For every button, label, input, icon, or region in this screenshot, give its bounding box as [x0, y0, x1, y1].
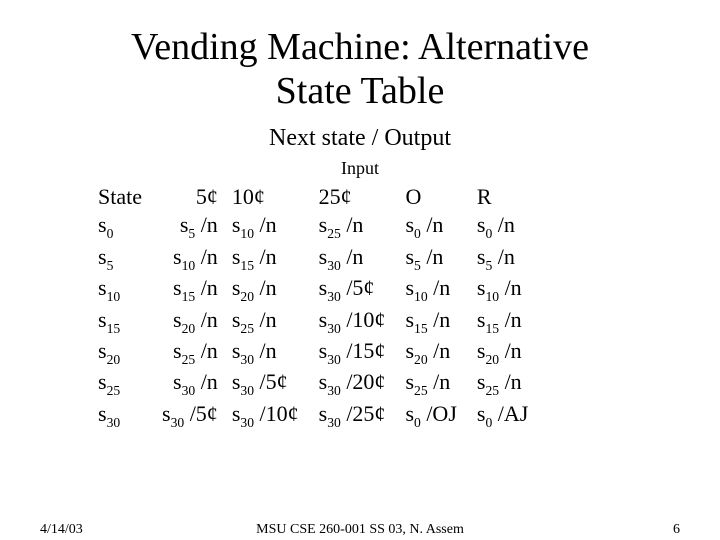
table-cell: s30 /n: [309, 243, 396, 274]
col-header-25c: 25¢: [309, 183, 396, 211]
col-header-5c: 5¢: [152, 183, 222, 211]
slide: Vending Machine: Alternative State Table…: [0, 0, 720, 540]
table-cell: s15 /n: [222, 243, 309, 274]
col-header-10c: 10¢: [222, 183, 309, 211]
table-row: s25s30 /ns30 /5¢s30 /20¢s25 /ns25 /n: [88, 368, 538, 399]
table-cell: s30 /20¢: [309, 368, 396, 399]
table-cell: s20 /n: [222, 274, 309, 305]
table-cell: s10 /n: [152, 243, 222, 274]
state-table: State 5¢ 10¢ 25¢ O R s0s5 /ns10 /ns25 /n…: [88, 183, 538, 431]
table-cell: s30 /10¢: [222, 400, 309, 431]
table-cell: s15 /n: [152, 274, 222, 305]
table-cell: s5 /n: [152, 211, 222, 242]
state-table-wrap: State 5¢ 10¢ 25¢ O R s0s5 /ns10 /ns25 /n…: [88, 183, 660, 431]
table-cell: s0: [88, 211, 152, 242]
footer-page: 6: [673, 522, 680, 538]
table-cell: s15 /n: [395, 306, 466, 337]
table-cell: s30 /5¢: [222, 368, 309, 399]
table-row: s15s20 /ns25 /ns30 /10¢s15 /ns15 /n: [88, 306, 538, 337]
table-cell: s0 /AJ: [467, 400, 538, 431]
slide-title: Vending Machine: Alternative State Table: [60, 26, 660, 113]
table-cell: s30 /n: [152, 368, 222, 399]
table-cell: s5 /n: [467, 243, 538, 274]
table-cell: s25 /n: [467, 368, 538, 399]
table-cell: s30 /5¢: [152, 400, 222, 431]
table-cell: s30 /5¢: [309, 274, 396, 305]
table-cell: s10 /n: [395, 274, 466, 305]
table-cell: s30 /25¢: [309, 400, 396, 431]
table-cell: s5 /n: [395, 243, 466, 274]
col-header-o: O: [395, 183, 466, 211]
table-cell: s25 /n: [309, 211, 396, 242]
table-cell: s25: [88, 368, 152, 399]
table-cell: s0 /n: [395, 211, 466, 242]
table-cell: s30 /10¢: [309, 306, 396, 337]
table-row: s30s30 /5¢s30 /10¢s30 /25¢s0 /OJs0 /AJ: [88, 400, 538, 431]
table-cell: s10: [88, 274, 152, 305]
table-cell: s20 /n: [395, 337, 466, 368]
table-cell: s25 /n: [222, 306, 309, 337]
table-cell: s15 /n: [467, 306, 538, 337]
col-header-r: R: [467, 183, 538, 211]
table-cell: s20 /n: [152, 306, 222, 337]
input-label: Input: [60, 158, 660, 179]
footer-center: MSU CSE 260-001 SS 03, N. Assem: [0, 522, 720, 538]
col-header-state: State: [88, 183, 152, 211]
table-row: s20s25 /ns30 /ns30 /15¢s20 /ns20 /n: [88, 337, 538, 368]
table-cell: s30 /15¢: [309, 337, 396, 368]
table-cell: s25 /n: [152, 337, 222, 368]
table-cell: s30: [88, 400, 152, 431]
table-cell: s10 /n: [467, 274, 538, 305]
table-cell: s0 /n: [467, 211, 538, 242]
subtitle: Next state / Output: [60, 125, 660, 152]
table-cell: s0 /OJ: [395, 400, 466, 431]
table-cell: s20 /n: [467, 337, 538, 368]
table-cell: s15: [88, 306, 152, 337]
table-cell: s10 /n: [222, 211, 309, 242]
table-header-row: State 5¢ 10¢ 25¢ O R: [88, 183, 538, 211]
title-line-2: State Table: [276, 70, 445, 112]
table-row: s0s5 /ns10 /ns25 /ns0 /ns0 /n: [88, 211, 538, 242]
table-cell: s5: [88, 243, 152, 274]
table-cell: s30 /n: [222, 337, 309, 368]
table-cell: s20: [88, 337, 152, 368]
title-line-1: Vending Machine: Alternative: [131, 26, 589, 68]
table-row: s5s10 /ns15 /ns30 /ns5 /ns5 /n: [88, 243, 538, 274]
table-cell: s25 /n: [395, 368, 466, 399]
table-row: s10s15 /ns20 /ns30 /5¢s10 /ns10 /n: [88, 274, 538, 305]
